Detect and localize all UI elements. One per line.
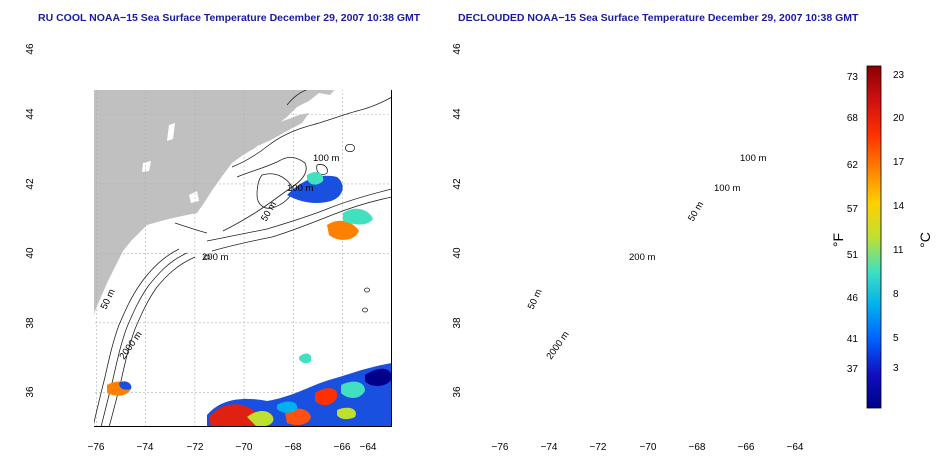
lat-tick: 44	[452, 108, 463, 120]
lat-tick: 42	[452, 178, 463, 190]
c-tick: 3	[893, 363, 899, 374]
colorbar-gradient	[866, 65, 882, 409]
c-tick: 14	[893, 201, 905, 212]
colorbar: 73 68 62 57 51 46 41 37 23 20 17 14 11 8…	[830, 65, 933, 409]
contour-label-2000m: 2000 m	[544, 329, 571, 361]
right-map: 100 m 100 m 50 m 200 m 50 m 2000 m −76 −…	[452, 43, 804, 453]
contour-label-100m-a: 100 m	[313, 153, 339, 164]
lon-tick: −76	[492, 442, 509, 453]
celsius-axis-label: °C	[917, 232, 933, 248]
lon-tick: −64	[787, 442, 804, 453]
left-lat-axis: 36 38 40 42 44 46	[25, 43, 36, 398]
contour-labels-right: 100 m 100 m 50 m 200 m 50 m 2000 m	[526, 153, 767, 362]
c-tick: 17	[893, 157, 905, 168]
lat-tick: 44	[25, 108, 36, 120]
lon-tick: −74	[541, 442, 558, 453]
lon-tick: −76	[88, 442, 105, 453]
contour-label-100m-b: 100 m	[714, 183, 740, 194]
sst-patches-left	[107, 172, 392, 427]
lon-tick: −66	[334, 442, 351, 453]
lon-tick: −68	[285, 442, 302, 453]
lon-tick: −72	[590, 442, 607, 453]
f-tick: 68	[847, 113, 859, 124]
right-lat-axis: 36 38 40 42 44 46	[452, 43, 463, 398]
f-tick: 73	[847, 72, 859, 83]
left-lon-axis: −76 −74 −72 −70 −68 −66 −64	[88, 442, 377, 453]
c-tick: 5	[893, 333, 899, 344]
left-map-title: RU COOL NOAA−15 Sea Surface Temperature …	[38, 12, 421, 24]
lat-tick: 38	[452, 317, 463, 329]
lon-tick: −64	[360, 442, 377, 453]
f-tick: 51	[847, 250, 859, 261]
contour-label-50m-b: 50 m	[526, 287, 545, 311]
lat-tick: 36	[452, 386, 463, 398]
c-tick: 8	[893, 289, 899, 300]
lat-tick: 40	[452, 247, 463, 259]
lon-tick: −68	[689, 442, 706, 453]
sst-patches-right	[480, 124, 788, 427]
lat-tick: 46	[25, 43, 36, 55]
lat-tick: 42	[25, 178, 36, 190]
lat-tick: 40	[25, 247, 36, 259]
contour-label-50m-a: 50 m	[686, 200, 706, 224]
c-tick: 20	[893, 113, 905, 124]
contour-label-100m-b: 100 m	[287, 183, 313, 194]
colorbar-c-ticks: 23 20 17 14 11 8 5 3	[893, 70, 905, 374]
left-map: 100 m 100 m 50 m 200 m 50 m 2000 m −76 −…	[25, 43, 393, 453]
right-map-title: DECLOUDED NOAA−15 Sea Surface Temperatur…	[458, 12, 859, 24]
right-lon-axis: −76 −74 −72 −70 −68 −66 −64	[492, 442, 804, 453]
lon-tick: −74	[137, 442, 154, 453]
lon-tick: −66	[738, 442, 755, 453]
f-tick: 57	[847, 204, 859, 215]
lon-tick: −72	[187, 442, 204, 453]
f-tick: 41	[847, 334, 859, 345]
f-tick: 46	[847, 293, 859, 304]
fahrenheit-axis-label: °F	[830, 233, 846, 247]
colorbar-f-ticks: 73 68 62 57 51 46 41 37	[847, 72, 859, 375]
contour-label-100m-a: 100 m	[740, 153, 766, 164]
lon-tick: −70	[236, 442, 253, 453]
lon-tick: −70	[640, 442, 657, 453]
f-tick: 62	[847, 160, 859, 171]
c-tick: 11	[893, 245, 904, 256]
contour-label-200m: 200 m	[202, 252, 228, 263]
f-tick: 37	[847, 364, 859, 375]
lat-tick: 36	[25, 386, 36, 398]
lat-tick: 46	[452, 43, 463, 55]
contour-label-200m: 200 m	[629, 252, 655, 263]
c-tick: 23	[893, 70, 905, 81]
lat-tick: 38	[25, 317, 36, 329]
